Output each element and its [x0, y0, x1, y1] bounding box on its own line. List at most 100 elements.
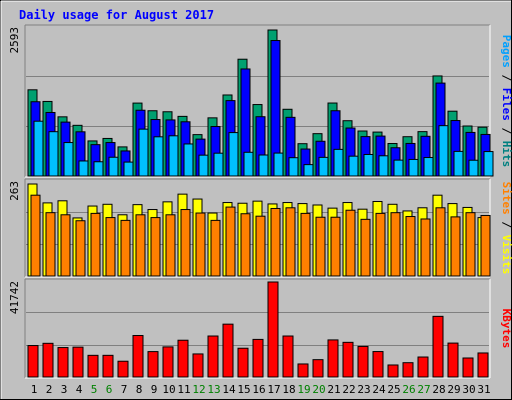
bar-sites-day-16	[255, 215, 266, 277]
x-tick-label-day-29: 29	[447, 383, 460, 396]
panel-legend: Pages / Files / Hits	[500, 35, 512, 168]
x-tick-label-day-13: 13	[207, 383, 220, 396]
x-tick-label-day-15: 15	[237, 383, 250, 396]
x-tick-label-day-27: 27	[417, 383, 430, 396]
bar-sites-day-23	[360, 218, 371, 277]
bar-pages-day-16	[258, 154, 269, 177]
x-tick-label-day-24: 24	[372, 383, 386, 396]
x-tick-label-day-9: 9	[151, 383, 158, 396]
bar-pages-day-29	[453, 150, 464, 177]
bar-pages-day-3	[63, 142, 74, 177]
bar-pages-day-27	[423, 157, 434, 177]
bar-kbytes-day-14	[222, 323, 234, 378]
bar-sites-day-22	[345, 209, 356, 277]
bar-pages-day-10	[168, 135, 179, 177]
y-max-label: 2593	[8, 27, 21, 54]
bar-sites-day-31	[480, 214, 491, 277]
bar-pages-day-24	[378, 155, 389, 177]
bar-sites-day-7	[120, 219, 131, 277]
bar-pages-day-7	[123, 161, 134, 177]
x-tick-label-day-22: 22	[342, 383, 355, 396]
series-pages	[33, 120, 494, 177]
x-tick-label-day-11: 11	[177, 383, 190, 396]
x-tick-label-day-3: 3	[61, 383, 68, 396]
legend-part: Pages	[500, 35, 512, 68]
bar-kbytes-day-12	[192, 353, 204, 378]
bar-sites-day-1	[30, 194, 41, 277]
bar-sites-day-15	[240, 213, 251, 277]
legend-part: Hits	[500, 141, 512, 168]
chart-title: Daily usage for August 2017	[19, 8, 214, 22]
bar-sites-day-27	[420, 218, 431, 277]
legend-part: Visits	[500, 235, 512, 275]
bar-kbytes-day-5	[87, 354, 99, 378]
bar-sites-day-14	[225, 206, 236, 277]
bar-pages-day-9	[153, 136, 164, 177]
bar-kbytes-day-27	[417, 356, 429, 378]
x-tick-label-day-31: 31	[477, 383, 490, 396]
bar-kbytes-day-15	[237, 347, 249, 378]
bar-kbytes-day-4	[72, 346, 84, 378]
bar-sites-day-21	[330, 216, 341, 277]
bar-pages-day-31	[483, 151, 494, 177]
bar-kbytes-day-13	[207, 335, 219, 378]
panel-hits-files-pages: 2593 Pages / Files / Hits	[8, 24, 512, 178]
bar-pages-day-23	[363, 153, 374, 177]
panel-kbytes: 41742 KBytes	[8, 278, 512, 379]
bar-pages-day-25	[393, 159, 404, 177]
bar-pages-day-4	[78, 160, 89, 177]
bar-kbytes-day-9	[147, 351, 159, 378]
bar-pages-day-21	[333, 148, 344, 177]
x-tick-label-day-2: 2	[46, 383, 53, 396]
bar-sites-day-28	[435, 207, 446, 277]
x-tick-label-day-26: 26	[402, 383, 415, 396]
bar-pages-day-28	[438, 125, 449, 177]
bar-pages-day-13	[213, 152, 224, 177]
x-tick-label-day-16: 16	[252, 383, 265, 396]
legend-part: /	[500, 121, 512, 141]
bar-sites-day-18	[285, 207, 296, 277]
x-tick-label-day-28: 28	[432, 383, 445, 396]
bar-sites-day-10	[165, 214, 176, 277]
x-tick-label-day-21: 21	[327, 383, 340, 396]
bar-sites-day-17	[270, 207, 281, 277]
x-tick-label-day-25: 25	[387, 383, 400, 396]
bar-pages-day-11	[183, 143, 194, 177]
bar-sites-day-20	[315, 216, 326, 277]
x-tick-label-day-8: 8	[136, 383, 143, 396]
bar-kbytes-day-26	[402, 362, 414, 378]
bar-pages-day-2	[48, 131, 59, 177]
x-tick-label-day-7: 7	[121, 383, 128, 396]
bar-sites-day-24	[375, 212, 386, 277]
bar-kbytes-day-31	[477, 352, 489, 378]
x-tick-label-day-19: 19	[297, 383, 310, 396]
bar-sites-day-30	[465, 212, 476, 277]
bar-sites-day-2	[45, 212, 56, 277]
bar-kbytes-day-10	[162, 346, 174, 378]
x-tick-label-day-6: 6	[106, 383, 113, 396]
bar-kbytes-day-6	[102, 354, 114, 378]
bar-kbytes-day-28	[432, 315, 444, 378]
bar-kbytes-day-7	[117, 360, 129, 378]
x-tick-label-day-12: 12	[192, 383, 205, 396]
bar-pages-day-18	[288, 157, 299, 177]
panel-visits-sites: 263 Sites / Visits	[8, 178, 512, 278]
bar-sites-day-25	[390, 212, 401, 277]
x-tick-label-day-18: 18	[282, 383, 295, 396]
bar-sites-day-11	[180, 209, 191, 277]
x-tick-label-day-20: 20	[312, 383, 325, 396]
bar-kbytes-day-11	[177, 339, 189, 378]
chart-panels: 2593 Pages / Files / Hits 263 Sites / Visit…	[8, 24, 512, 379]
bar-pages-day-19	[303, 164, 314, 177]
bar-kbytes-day-8	[132, 335, 144, 378]
panel-legend: Sites / Visits	[500, 182, 512, 275]
x-tick-label-day-23: 23	[357, 383, 370, 396]
x-tick-label-day-5: 5	[91, 383, 98, 396]
bar-sites-day-3	[60, 214, 71, 277]
y-max-label: 263	[8, 181, 21, 201]
series-sites	[30, 194, 491, 277]
x-tick-label-day-10: 10	[162, 383, 175, 396]
bar-kbytes-day-16	[252, 338, 264, 378]
bar-kbytes-day-18	[282, 335, 294, 378]
